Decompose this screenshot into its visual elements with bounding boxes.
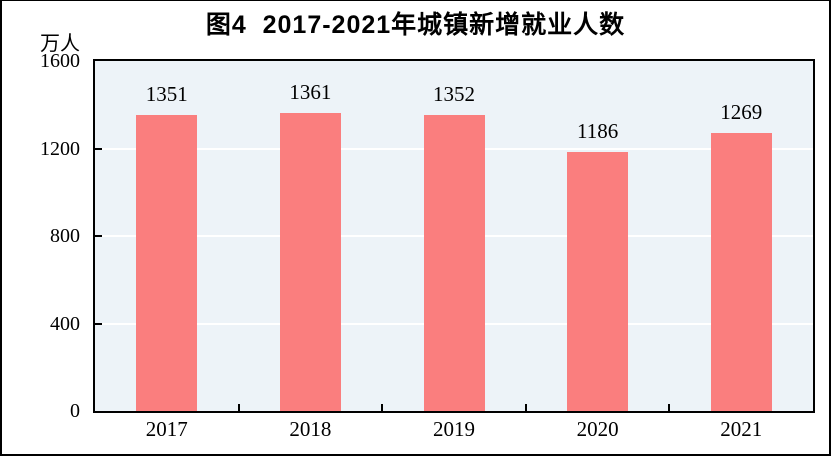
bar-2020	[567, 151, 629, 411]
y-axis-tick-label: 1200	[40, 137, 80, 160]
y-axis-tick-label: 1600	[40, 50, 80, 72]
chart-title: 图4 2017-2021年城镇新增就业人数	[205, 11, 626, 39]
bar-2021	[710, 133, 772, 411]
bar-value-label: 1186	[576, 118, 619, 143]
y-axis-unit-label: 万人	[40, 33, 80, 55]
bar-value-label: 1351	[145, 82, 188, 107]
x-tick-mark	[237, 404, 240, 411]
y-axis-tick-label: 400	[50, 312, 80, 335]
y-tick-mark-1200	[95, 147, 102, 150]
y-tick-mark-800	[95, 235, 102, 237]
bar-2017	[136, 115, 198, 411]
x-axis-tick-label: 2020	[576, 417, 619, 441]
bar-value-label: 1269	[720, 100, 763, 125]
x-axis-tick-label: 2021	[720, 417, 763, 441]
x-axis-tick-label: 2017	[145, 417, 188, 441]
x-axis-tick-label: 2019	[433, 417, 475, 441]
bar-2018	[279, 113, 341, 411]
x-axis-tick-label: 2018	[289, 417, 332, 441]
x-tick-mark	[524, 404, 527, 411]
bar-value-label: 1361	[289, 80, 332, 105]
x-tick-mark	[668, 404, 671, 411]
y-axis-tick-label: 800	[50, 225, 80, 247]
y-tick-mark-400	[95, 322, 102, 325]
x-tick-mark	[381, 404, 384, 411]
y-axis-tick-label: 0	[70, 400, 80, 422]
bar-2019	[423, 115, 485, 411]
plot-area: 1351 1361 1352 1186 1269	[93, 59, 815, 413]
bar-value-label: 1352	[433, 82, 475, 107]
